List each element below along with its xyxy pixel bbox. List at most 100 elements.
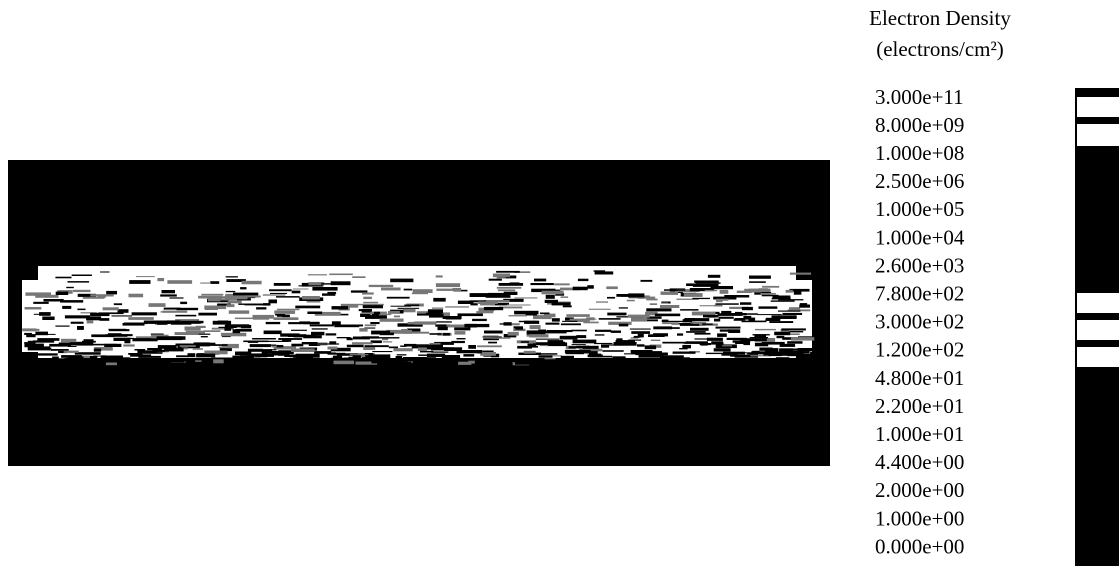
- legend-level-label: 8.000e+09: [875, 113, 964, 137]
- band-dash: [711, 364, 736, 367]
- band-dash: [393, 348, 412, 351]
- band-dash: [68, 357, 84, 360]
- band-dash: [331, 281, 351, 285]
- band-dash: [778, 311, 800, 312]
- band-dash: [264, 331, 282, 335]
- legend-unit: (electrons/cm²): [876, 37, 1004, 61]
- band-dash: [162, 290, 176, 293]
- band-dash: [380, 319, 404, 322]
- band-dash: [792, 360, 814, 364]
- band-dash: [25, 276, 35, 278]
- band-dash: [759, 335, 765, 338]
- band-dash: [389, 362, 412, 365]
- band-dash: [123, 344, 134, 346]
- band-dash: [235, 318, 260, 320]
- band-dash: [255, 354, 274, 357]
- band-dash: [55, 277, 71, 279]
- band-dash: [660, 305, 679, 308]
- band-dash: [193, 321, 202, 323]
- band-dash: [365, 345, 389, 347]
- band-dash: [226, 291, 236, 292]
- band-dash: [56, 292, 68, 295]
- legend-level-label: 2.000e+00: [875, 478, 964, 502]
- band-dash: [695, 338, 717, 339]
- band-dash: [47, 334, 55, 335]
- band-dash: [256, 307, 266, 309]
- band-dash: [662, 303, 668, 304]
- band-dash: [679, 348, 687, 349]
- band-dash: [77, 326, 84, 330]
- band-dash: [769, 321, 793, 323]
- band-dash: [703, 315, 719, 318]
- band-dash: [26, 334, 35, 337]
- band-dash: [438, 327, 448, 331]
- band-dash: [194, 342, 210, 346]
- band-dash: [161, 311, 175, 312]
- band-dash: [589, 360, 606, 363]
- band-dash: [576, 335, 586, 338]
- band-dash: [270, 349, 277, 350]
- band-dash: [25, 307, 42, 310]
- band-dash: [293, 357, 313, 360]
- band-dash: [387, 297, 410, 299]
- band-dash: [389, 347, 398, 349]
- band-dash: [633, 363, 639, 365]
- band-dash: [312, 328, 328, 329]
- legend-level-label: 4.800e+01: [875, 366, 964, 390]
- band-dash: [157, 324, 168, 325]
- band-dash: [210, 281, 219, 284]
- band-dash: [227, 304, 235, 307]
- band-dash: [594, 270, 606, 271]
- band-dash: [295, 306, 320, 309]
- band-dash: [68, 281, 90, 283]
- band-dash: [468, 345, 476, 349]
- band-dash: [427, 345, 444, 348]
- band-dash: [332, 306, 349, 309]
- band-dash: [587, 285, 594, 289]
- band-dash: [529, 334, 548, 337]
- band-dash: [619, 307, 628, 308]
- band-dash: [445, 306, 469, 307]
- band-dash: [627, 300, 635, 302]
- band-dash: [68, 346, 77, 347]
- band-dash: [196, 354, 215, 358]
- band-dash: [35, 295, 58, 298]
- band-dash: [332, 321, 341, 325]
- band-dash: [72, 275, 92, 277]
- band-dash: [757, 314, 782, 315]
- band-dash: [103, 307, 119, 310]
- band-dash: [436, 275, 443, 277]
- band-dash: [180, 302, 187, 304]
- band-dash: [404, 344, 416, 347]
- band-dash: [561, 323, 581, 325]
- band-dash: [616, 294, 630, 297]
- band-dash: [457, 338, 466, 339]
- band-dash: [700, 343, 712, 345]
- band-dash: [219, 347, 239, 349]
- band-dash: [761, 293, 776, 295]
- band-dash: [680, 309, 698, 311]
- band-dash: [371, 360, 377, 363]
- band-dash: [149, 303, 166, 307]
- band-dash: [659, 353, 668, 356]
- band-dash: [690, 328, 709, 331]
- band-dash: [470, 303, 477, 305]
- band-dash: [428, 309, 443, 313]
- band-dash: [749, 289, 771, 292]
- band-dash: [296, 354, 320, 358]
- band-dash: [245, 304, 267, 306]
- band-dash: [566, 351, 584, 354]
- band-dash: [94, 349, 101, 352]
- band-dash: [515, 361, 538, 365]
- band-dash: [631, 318, 647, 322]
- band-dash: [711, 341, 723, 344]
- band-dash: [573, 340, 597, 344]
- legend-level-label: 1.000e+04: [875, 225, 965, 249]
- band-dash: [607, 313, 626, 316]
- band-dash: [708, 275, 720, 278]
- band-dash: [607, 297, 615, 299]
- band-dash: [656, 335, 664, 336]
- band-dash: [476, 311, 493, 313]
- band-dash: [436, 283, 460, 287]
- legend-level-label: 0.000e+00: [875, 534, 964, 558]
